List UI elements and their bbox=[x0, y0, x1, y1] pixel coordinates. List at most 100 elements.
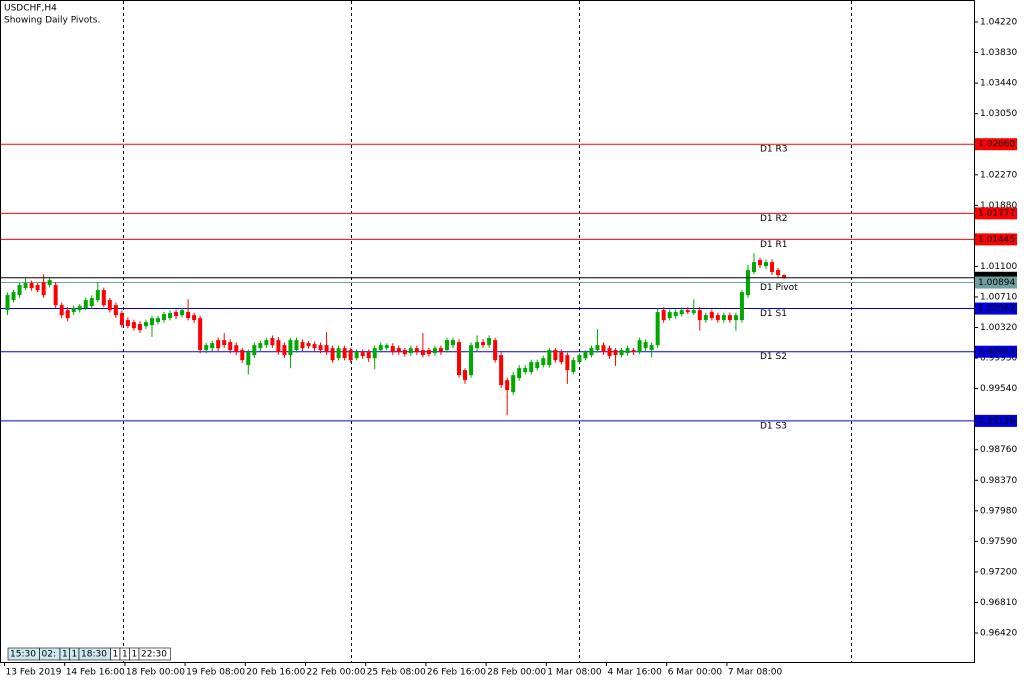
candle-body bbox=[119, 313, 124, 326]
y-tick-label: 1.03050 bbox=[980, 109, 1017, 119]
candle-body bbox=[649, 345, 654, 351]
candle-body bbox=[216, 340, 221, 349]
candle-body bbox=[583, 352, 588, 359]
candle-body bbox=[438, 348, 443, 353]
timebar-label: 1 bbox=[122, 650, 128, 660]
candle-body bbox=[776, 270, 781, 276]
candle-body bbox=[174, 312, 179, 317]
pivot-name: D1 S3 bbox=[760, 421, 787, 431]
candle-body bbox=[162, 314, 167, 321]
candle-body bbox=[703, 315, 708, 321]
candle-body bbox=[378, 345, 383, 351]
candle-body bbox=[613, 350, 618, 356]
y-tick-label: 1.00710 bbox=[980, 292, 1017, 302]
x-tick-label: 28 Feb 00:00 bbox=[487, 668, 546, 678]
candle-body bbox=[53, 285, 58, 306]
candle-body bbox=[156, 318, 160, 323]
candle-body bbox=[143, 322, 148, 327]
candle-body bbox=[661, 310, 666, 321]
x-tick-label: 18 Feb 00:00 bbox=[126, 668, 185, 678]
candle-body bbox=[764, 262, 769, 267]
candle-body bbox=[318, 345, 323, 351]
candle-body bbox=[559, 352, 564, 363]
timebar-label: 1 bbox=[132, 650, 138, 660]
pivot-name: D1 R1 bbox=[760, 240, 788, 250]
candle-body bbox=[180, 310, 185, 316]
candle-body bbox=[35, 285, 40, 291]
x-tick-label: 1 Mar 08:00 bbox=[547, 668, 602, 678]
candle-body bbox=[113, 305, 118, 316]
candle-body bbox=[59, 305, 64, 316]
price-box bbox=[975, 302, 1017, 315]
price-box bbox=[975, 345, 1017, 358]
candle-body bbox=[637, 340, 642, 353]
candle-body bbox=[565, 355, 570, 371]
candle-body bbox=[420, 350, 425, 356]
candle-body bbox=[631, 350, 636, 353]
timebar-label: 1 bbox=[113, 650, 119, 660]
timebar-box bbox=[138, 647, 171, 661]
candle-body bbox=[745, 270, 750, 296]
candle-body bbox=[408, 348, 413, 354]
y-tick-label: 1.04220 bbox=[980, 18, 1017, 28]
x-tick-label: 22 Feb 00:00 bbox=[307, 668, 366, 678]
y-tick-label: 1.03440 bbox=[980, 79, 1017, 89]
candle-body bbox=[137, 324, 142, 331]
candle-body bbox=[258, 343, 263, 349]
y-tick-label: 1.00320 bbox=[980, 323, 1017, 333]
chart-title: USDCHF,H4 bbox=[4, 4, 57, 14]
candle-body bbox=[348, 350, 353, 361]
timebar-label: 15:30 bbox=[10, 650, 36, 660]
candle-body bbox=[372, 348, 377, 359]
candle-body bbox=[282, 345, 287, 356]
candle-body bbox=[426, 350, 431, 355]
timebar-label: 22:30 bbox=[141, 650, 167, 660]
candle-body bbox=[336, 348, 341, 359]
candle-body bbox=[709, 312, 714, 319]
candle-body bbox=[450, 340, 455, 346]
candle-body bbox=[444, 340, 449, 351]
candle-body bbox=[354, 352, 359, 359]
candle-body bbox=[330, 348, 335, 361]
x-tick-label: 6 Mar 00:00 bbox=[668, 668, 723, 678]
candle-body bbox=[360, 352, 365, 357]
candle-body bbox=[432, 348, 437, 354]
x-tick-label: 7 Mar 08:00 bbox=[728, 668, 783, 678]
candle-body bbox=[83, 300, 88, 309]
y-tick-label: 0.98370 bbox=[980, 476, 1017, 486]
candle-body bbox=[481, 342, 486, 346]
candle-body bbox=[390, 346, 395, 353]
candle-body bbox=[751, 262, 756, 273]
candle-body bbox=[414, 348, 419, 353]
candle-body bbox=[107, 300, 112, 311]
price-box-label: 1.00562 bbox=[978, 304, 1015, 314]
candle-body bbox=[715, 315, 720, 321]
y-tick-label: 0.96420 bbox=[980, 629, 1017, 639]
candle-body bbox=[288, 340, 293, 356]
candle-body bbox=[65, 310, 70, 319]
price-box-label: 1.02660 bbox=[978, 140, 1015, 150]
candle-body bbox=[95, 290, 100, 301]
pivot-name: D1 R3 bbox=[760, 145, 788, 155]
pivot-name: D1 S1 bbox=[760, 309, 787, 319]
candle-body bbox=[535, 362, 540, 369]
candle-body bbox=[782, 275, 787, 278]
candle-body bbox=[204, 345, 209, 351]
candle-body bbox=[324, 345, 329, 353]
timebar-label: 18:30 bbox=[81, 650, 107, 660]
pivot-name: D1 S2 bbox=[760, 352, 787, 362]
candle-body bbox=[77, 306, 82, 311]
x-tick-label: 14 Feb 16:00 bbox=[66, 668, 125, 678]
candle-body bbox=[770, 262, 775, 273]
price-box-label: 0.99128 bbox=[978, 416, 1015, 426]
candle-body bbox=[577, 355, 582, 363]
candle-body bbox=[697, 310, 702, 321]
candle-body bbox=[306, 343, 311, 347]
candle-body bbox=[168, 313, 173, 319]
candle-body bbox=[589, 348, 594, 356]
candle-body bbox=[685, 310, 690, 313]
y-tick-label: 1.01880 bbox=[980, 201, 1017, 211]
candle-body bbox=[571, 360, 576, 373]
candle-body bbox=[312, 344, 317, 349]
